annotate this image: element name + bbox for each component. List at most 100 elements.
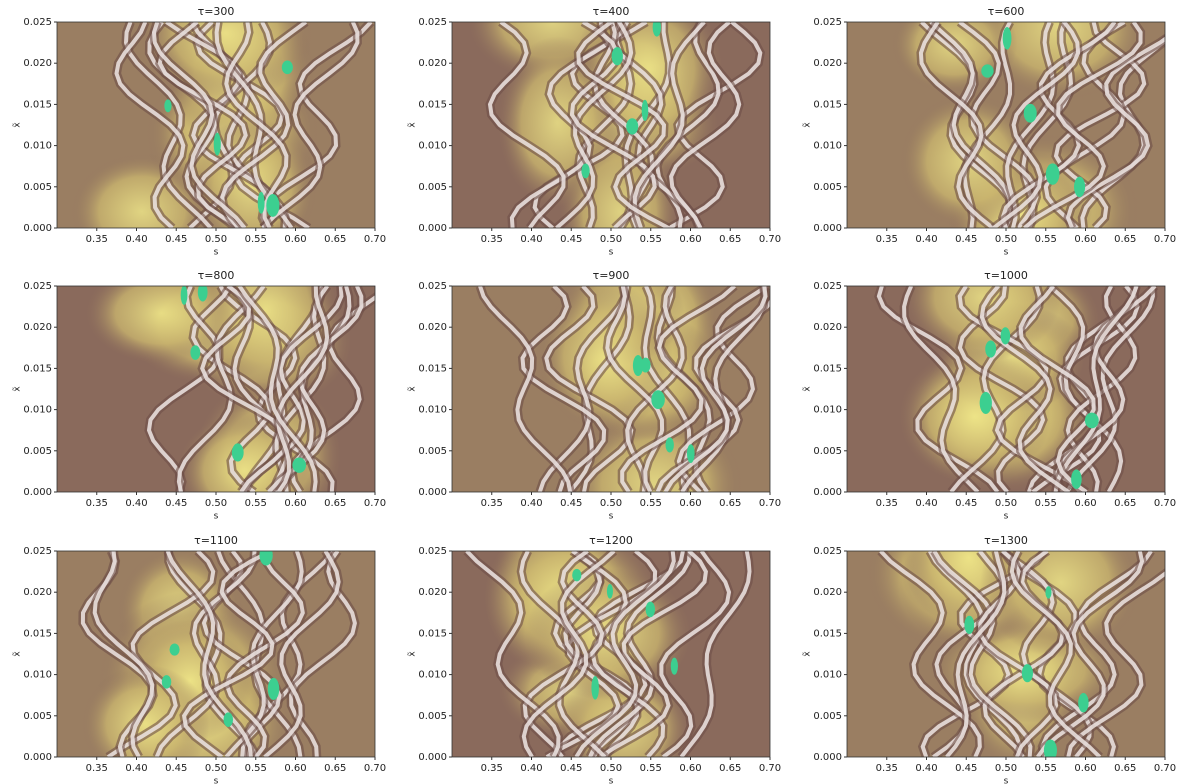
heatmap-spot — [259, 545, 272, 566]
x-tick-label: 0.55 — [1035, 498, 1057, 509]
y-tick-label: 0.025 — [813, 546, 842, 557]
x-tick-label: 0.35 — [86, 498, 108, 509]
x-tick-label: 0.50 — [205, 763, 227, 774]
x-tick-label: 0.35 — [86, 234, 108, 245]
x-axis-label: s — [214, 248, 219, 258]
x-tick-label: 0.60 — [284, 498, 306, 509]
x-tick-label: 0.40 — [520, 763, 542, 774]
y-tick-label: 0.015 — [418, 363, 447, 374]
x-axis-label: s — [1004, 248, 1009, 258]
y-tick-label: 0.005 — [418, 182, 447, 193]
panel: τ=400sx̃0.350.400.450.500.550.600.650.70… — [408, 0, 782, 298]
heatmap-spot — [612, 47, 623, 65]
x-tick-label: 0.55 — [640, 498, 662, 509]
x-tick-label: 0.65 — [1114, 234, 1136, 245]
x-tick-label: 0.35 — [876, 763, 898, 774]
y-tick-label: 0.015 — [418, 628, 447, 639]
x-tick-label: 0.50 — [995, 498, 1017, 509]
heatmap-spot — [981, 64, 993, 77]
y-tick-label: 0.010 — [813, 141, 842, 152]
panel-title: τ=1100 — [194, 534, 238, 547]
x-tick-label: 0.40 — [125, 763, 147, 774]
x-tick-label: 0.70 — [1154, 498, 1176, 509]
y-tick-label: 0.015 — [418, 99, 447, 110]
panel: τ=800sx̃0.350.400.450.500.550.600.650.70… — [13, 223, 389, 533]
y-axis-label: x̃ — [803, 122, 813, 128]
heatmap-spot — [232, 443, 244, 461]
y-tick-label: 0.005 — [418, 711, 447, 722]
heatmap-spot — [964, 616, 974, 634]
x-tick-label: 0.35 — [86, 763, 108, 774]
x-tick-label: 0.40 — [520, 498, 542, 509]
x-tick-label: 0.50 — [205, 498, 227, 509]
heatmap-spot — [591, 676, 598, 700]
y-tick-label: 0.025 — [23, 546, 52, 557]
x-tick-label: 0.70 — [364, 763, 386, 774]
x-tick-label: 0.70 — [1154, 763, 1176, 774]
heatmap-spot — [1071, 470, 1082, 489]
y-tick-label: 0.025 — [418, 546, 447, 557]
x-tick-label: 0.55 — [640, 234, 662, 245]
heatmap-spot — [671, 658, 678, 675]
heatmap-spot — [687, 444, 695, 463]
y-tick-label: 0.015 — [23, 99, 52, 110]
x-tick-label: 0.50 — [600, 234, 622, 245]
x-tick-label: 0.65 — [324, 763, 346, 774]
x-tick-label: 0.40 — [125, 234, 147, 245]
y-tick-label: 0.020 — [813, 58, 842, 69]
x-tick-label: 0.60 — [284, 234, 306, 245]
y-tick-label: 0.000 — [23, 223, 52, 234]
x-tick-label: 0.40 — [520, 234, 542, 245]
y-tick-label: 0.015 — [23, 363, 52, 374]
x-tick-label: 0.60 — [284, 763, 306, 774]
y-tick-label: 0.000 — [23, 487, 52, 498]
heatmap-spot — [170, 643, 180, 655]
x-tick-label: 0.60 — [679, 234, 701, 245]
heatmap-spot — [1024, 104, 1037, 123]
x-tick-label: 0.40 — [915, 763, 937, 774]
x-tick-label: 0.65 — [324, 234, 346, 245]
heatmap-spot — [1078, 693, 1088, 712]
y-axis-label: x̃ — [13, 651, 23, 657]
heatmap-spot — [1074, 177, 1085, 198]
y-tick-label: 0.010 — [813, 670, 842, 681]
panel: τ=1300sx̃0.350.400.450.500.550.600.650.7… — [803, 487, 1178, 784]
x-tick-label: 0.35 — [481, 498, 503, 509]
heatmap-spot — [581, 164, 589, 179]
heatmap-spot — [1045, 586, 1051, 598]
heatmap — [847, 487, 1178, 773]
x-tick-label: 0.45 — [955, 234, 977, 245]
y-tick-label: 0.010 — [23, 405, 52, 416]
heatmap — [57, 545, 375, 784]
heatmap-spot — [198, 283, 208, 302]
x-tick-label: 0.45 — [560, 763, 582, 774]
y-tick-label: 0.020 — [418, 587, 447, 598]
heatmap-spot — [258, 192, 265, 214]
heatmap-spot — [181, 285, 188, 305]
heatmap-spot — [214, 133, 221, 156]
x-tick-label: 0.65 — [719, 498, 741, 509]
x-tick-label: 0.60 — [1074, 234, 1096, 245]
x-tick-label: 0.55 — [245, 498, 267, 509]
x-tick-label: 0.55 — [1035, 234, 1057, 245]
y-tick-label: 0.020 — [813, 322, 842, 333]
heatmap-spot — [980, 392, 992, 414]
x-tick-label: 0.70 — [1154, 234, 1176, 245]
x-tick-label: 0.70 — [759, 763, 781, 774]
y-axis-label: x̃ — [408, 122, 418, 128]
heatmap-spot — [1001, 327, 1011, 344]
y-tick-label: 0.000 — [813, 223, 842, 234]
heatmap-spot — [162, 675, 171, 689]
heatmap-spot — [985, 341, 996, 358]
y-tick-label: 0.020 — [418, 58, 447, 69]
heatmap-spot — [1085, 413, 1099, 429]
x-tick-label: 0.45 — [955, 498, 977, 509]
x-tick-label: 0.50 — [600, 498, 622, 509]
y-tick-label: 0.005 — [23, 446, 52, 457]
y-axis-label: x̃ — [408, 386, 418, 392]
heatmap-spot — [268, 678, 279, 700]
y-tick-label: 0.005 — [813, 446, 842, 457]
y-tick-label: 0.005 — [23, 182, 52, 193]
heatmap-spot — [282, 60, 293, 74]
